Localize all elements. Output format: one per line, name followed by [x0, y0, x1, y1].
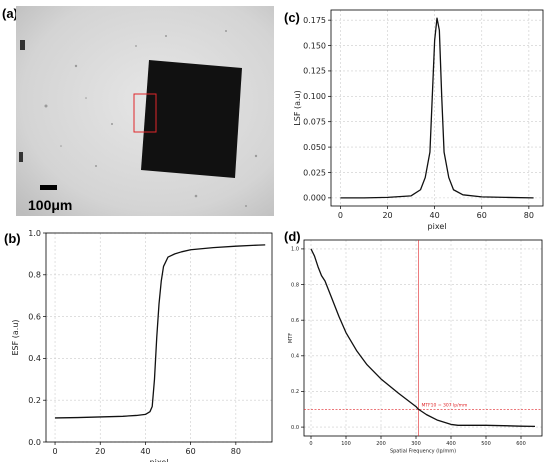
panel-a-label: (a) — [2, 6, 18, 21]
chart-d-xlabel: Spatial Frequency (lp/mm) — [390, 449, 456, 455]
chart-c-xtick-label-2: 40 — [430, 211, 440, 220]
edge-artifact-bottom — [19, 152, 23, 162]
chart-c-ytick-label-7: 0.175 — [303, 16, 326, 25]
chart-b-xtick-label-1: 20 — [95, 447, 105, 456]
chart-c-xtick-label-4: 80 — [524, 211, 534, 220]
chart-c-ytick-label-1: 0.025 — [303, 168, 326, 177]
chart-b-ytick-label-3: 0.6 — [28, 312, 41, 321]
chart-d-series-line — [310, 248, 536, 428]
chart-d-ytick-label-3: 0.6 — [291, 318, 299, 324]
chart-c-xtick-label-0: 0 — [338, 211, 343, 220]
chart-b-ylabel: ESF (a.u) — [11, 319, 20, 355]
chart-c-ytick-label-3: 0.075 — [303, 118, 326, 127]
microscope-image: 100μm — [16, 6, 274, 216]
chart-b-xtick-label-2: 40 — [140, 447, 150, 456]
chart-d-xtick-label-3: 300 — [411, 441, 421, 447]
chart-b-ytick-label-0: 0.0 — [28, 438, 41, 447]
chart-c-ytick-label-0: 0.000 — [303, 194, 326, 203]
chart-b-plot-frame — [45, 232, 273, 443]
chart-c-ylabel: LSF (a.u) — [293, 90, 302, 125]
chart-c-plot-frame — [330, 9, 544, 207]
scale-bar — [40, 185, 57, 190]
chart-d-xtick-label-1: 100 — [341, 441, 351, 447]
roi-box — [133, 93, 157, 133]
chart-b-ytick-label-1: 0.2 — [28, 396, 41, 405]
chart-c-xtick-label-1: 20 — [382, 211, 392, 220]
chart-b-xlabel: pixel — [150, 458, 169, 462]
chart-d-ytick-label-1: 0.2 — [291, 389, 299, 395]
chart-d-ytick-label-0: 0.0 — [291, 425, 299, 431]
chart-c-ytick-label-4: 0.100 — [303, 92, 326, 101]
chart-d-xtick-label-6: 600 — [516, 441, 526, 447]
microscope-svg: 100μm — [16, 6, 274, 216]
chart-c-xlabel: pixel — [428, 222, 447, 231]
chart-b-ytick-label-4: 0.8 — [28, 271, 41, 280]
chart-d-xtick-label-2: 200 — [376, 441, 386, 447]
chart-d-xtick-label-5: 500 — [481, 441, 491, 447]
chart-b-xtick-label-3: 60 — [186, 447, 196, 456]
chart-b-ytick-label-2: 0.4 — [28, 354, 41, 363]
panel-c-label: (c) — [284, 10, 300, 25]
panel-d-label: (d) — [284, 229, 301, 244]
scale-bar-label: 100μm — [28, 197, 72, 213]
panel-b-label: (b) — [4, 231, 21, 246]
chart-d-xtick-label-4: 400 — [446, 441, 456, 447]
edge-artifact-top — [20, 40, 25, 50]
chart-b-xtick-label-0: 0 — [52, 447, 57, 456]
chart-d-plot-frame — [303, 239, 543, 437]
chart-d-annotation-label: MTF10 = 307 lp/mm — [421, 402, 467, 408]
chart-b-xtick-label-4: 80 — [231, 447, 241, 456]
chart-d-ytick-label-4: 0.8 — [291, 282, 299, 288]
chart-c-xtick-label-3: 60 — [477, 211, 487, 220]
chart-b-ytick-label-5: 1.0 — [28, 229, 41, 238]
chart-b-series-line — [55, 244, 266, 419]
debris-specks — [44, 30, 258, 207]
chart-c-series-line — [340, 17, 534, 199]
chart-d-xtick-label-0: 0 — [309, 441, 312, 447]
chart-d-ytick-label-5: 1.0 — [291, 247, 299, 253]
chart-d-ytick-label-2: 0.4 — [291, 354, 299, 360]
sample-square — [141, 60, 242, 178]
chart-d-ylabel: MTF — [288, 333, 294, 343]
chart-c-ytick-label-6: 0.150 — [303, 41, 326, 50]
chart-c-ytick-label-5: 0.125 — [303, 67, 326, 76]
chart-c-ytick-label-2: 0.050 — [303, 143, 326, 152]
